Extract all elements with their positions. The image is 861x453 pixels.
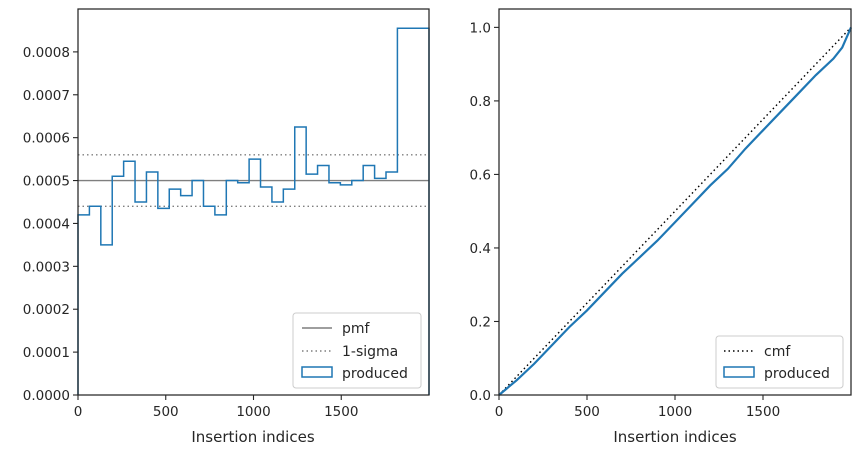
- x-ticks-pmf: 0 500 1000 1500: [74, 395, 358, 420]
- y-tick-label: 1.0: [470, 20, 491, 36]
- x-tick-label: 0: [495, 404, 504, 420]
- legend-swatch-produced-pmf: [301, 366, 333, 378]
- y-tick-label: 0.0007: [23, 88, 70, 104]
- legend-label-produced-pmf: produced: [342, 366, 408, 382]
- series-cmf-line: [498, 26, 852, 396]
- y-tick-label: 0.0004: [23, 216, 70, 232]
- x-tick-label: 500: [574, 404, 600, 420]
- y-tick-label: 0.0006: [23, 131, 70, 147]
- y-tick-label: 0.0000: [23, 388, 70, 404]
- plot-area-cmf: [499, 9, 851, 395]
- x-axis-label-pmf: Insertion indices: [191, 428, 314, 446]
- legend-label-produced-cmf: produced: [764, 366, 830, 382]
- x-tick-label: 0: [74, 404, 83, 420]
- series-produced-step: [77, 27, 430, 395]
- y-ticks-pmf: 0.0000 0.0001 0.0002 0.0003 0.0004 0.0005 0.00…: [23, 45, 78, 404]
- y-tick-label: 0.0008: [23, 45, 70, 61]
- y-tick-label: 0.0005: [23, 174, 70, 190]
- y-tick-label: 0.0002: [23, 302, 70, 318]
- chart-cmf: 0 500 1000 1500 0.0 0.2 0.4 0.6 0.8 1.0 Insertio…: [470, 8, 853, 446]
- reference-lines-pmf: [78, 154, 429, 207]
- legend-label-cmf: cmf: [764, 344, 791, 360]
- y-tick-label: 0.6: [470, 167, 491, 183]
- legend-box-cmf: [715, 335, 844, 389]
- chart-pmf: 0 500 1000 1500 0.00000.00010.00020.00030.0…: [23, 8, 430, 446]
- x-tick-label: 1000: [236, 404, 270, 420]
- series-cmf-lines: [498, 26, 853, 396]
- x-tick-label: 1500: [324, 404, 358, 420]
- x-tick-label: 1000: [658, 404, 692, 420]
- legend-cmf: cmf produced: [715, 335, 844, 389]
- y-tick-label: 0.0: [470, 388, 491, 404]
- legend-box-pmf: [292, 312, 422, 389]
- legend-pmf: pmf 1-sigma produced: [292, 312, 422, 389]
- legend-swatch-produced-cmf: [723, 366, 755, 378]
- legend-label-1sigma: 1-sigma: [342, 344, 398, 360]
- y-ticks-cmf: 0.0 0.2 0.4 0.6 0.8 1.0: [470, 20, 499, 404]
- y-tick-label: 0.0001: [23, 345, 70, 361]
- series-produced-line: [498, 26, 853, 396]
- y-tick-label: 0.2: [470, 314, 491, 330]
- y-tick-label: 0.4: [470, 241, 491, 257]
- y-tick-label: 0.8: [470, 94, 491, 110]
- x-ticks-cmf: 0 500 1000 1500: [495, 395, 780, 420]
- legend-label-pmf: pmf: [342, 321, 371, 337]
- x-axis-label-cmf: Insertion indices: [613, 428, 736, 446]
- x-tick-label: 500: [153, 404, 179, 420]
- y-tick-label: 0.0003: [23, 259, 70, 275]
- x-tick-label: 1500: [746, 404, 780, 420]
